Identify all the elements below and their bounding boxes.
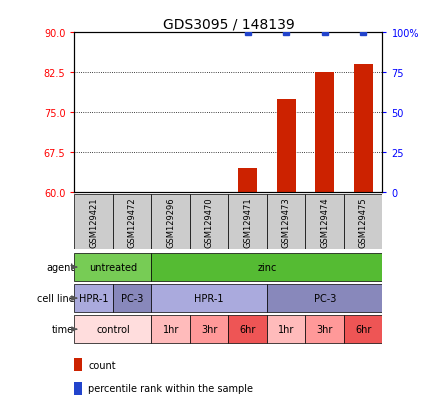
Text: GSM129475: GSM129475 (359, 197, 368, 247)
Text: control: control (96, 324, 130, 335)
Text: percentile rank within the sample: percentile rank within the sample (88, 383, 253, 393)
Text: time: time (52, 324, 74, 335)
Text: agent: agent (46, 262, 74, 273)
Text: GSM129470: GSM129470 (205, 197, 214, 247)
Text: PC-3: PC-3 (314, 293, 336, 304)
Bar (151, 194, 190, 250)
Bar (277, 99, 296, 192)
Bar (306, 194, 344, 250)
Bar (228, 194, 267, 250)
Bar (228, 316, 267, 343)
Bar (190, 194, 229, 250)
Text: HPR-1: HPR-1 (194, 293, 224, 304)
Text: HPR-1: HPR-1 (79, 293, 108, 304)
Bar (74, 316, 151, 343)
Bar (344, 316, 383, 343)
Text: zinc: zinc (257, 262, 277, 273)
Text: GSM129471: GSM129471 (243, 197, 252, 247)
Bar (190, 316, 229, 343)
Bar (315, 73, 334, 192)
Bar (267, 285, 382, 312)
Bar (238, 168, 257, 192)
Text: GSM129473: GSM129473 (282, 197, 291, 247)
Bar (151, 316, 190, 343)
Bar (113, 194, 151, 250)
Text: PC-3: PC-3 (121, 293, 143, 304)
Text: untreated: untreated (89, 262, 137, 273)
Text: 3hr: 3hr (201, 324, 217, 335)
Bar (267, 316, 306, 343)
Text: GSM129421: GSM129421 (89, 197, 98, 247)
Text: GSM129296: GSM129296 (166, 197, 175, 247)
Title: GDS3095 / 148139: GDS3095 / 148139 (162, 18, 294, 32)
Text: GSM129472: GSM129472 (128, 197, 137, 247)
Bar (151, 285, 267, 312)
Text: GSM129474: GSM129474 (320, 197, 329, 247)
Bar (74, 254, 151, 281)
Text: 1hr: 1hr (162, 324, 179, 335)
Text: cell line: cell line (37, 293, 74, 304)
Bar (74, 358, 82, 371)
Bar (74, 382, 82, 395)
Bar (151, 254, 382, 281)
Bar (113, 285, 151, 312)
Text: 3hr: 3hr (317, 324, 333, 335)
Text: 6hr: 6hr (240, 324, 256, 335)
Text: count: count (88, 360, 116, 370)
Bar (74, 285, 113, 312)
Bar (74, 194, 113, 250)
Bar (344, 194, 383, 250)
Bar (267, 194, 306, 250)
Text: 1hr: 1hr (278, 324, 295, 335)
Bar (354, 65, 373, 192)
Text: 6hr: 6hr (355, 324, 371, 335)
Bar (306, 316, 344, 343)
